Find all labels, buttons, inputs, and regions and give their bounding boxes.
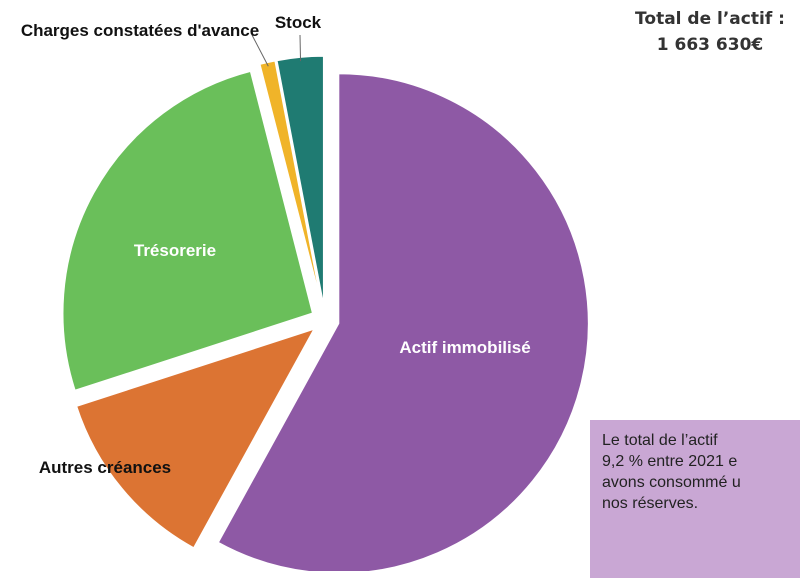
slice-label: Autres créances <box>38 458 172 477</box>
slice-label: Charges constatées d'avance <box>20 21 260 40</box>
leader-line <box>299 34 302 62</box>
annotation-box: Le total de l’actif 9,2 % entre 2021 e avo… <box>590 420 800 578</box>
slice-label: Trésorerie <box>133 241 217 260</box>
pie-slice <box>61 70 314 392</box>
chart-title: Total de l’actif : <box>635 9 785 29</box>
chart-subtitle: 1 663 630€ <box>656 35 764 55</box>
slice-label: Actif immobilisé <box>399 338 531 357</box>
pie-slice <box>217 72 590 571</box>
pie-slice <box>258 59 323 307</box>
annotation-line: avons consommé u <box>602 474 741 491</box>
pie-slice <box>75 327 316 550</box>
annotation-line: 9,2 % entre 2021 e <box>602 453 738 470</box>
annotation-line: Le total de l’actif <box>602 432 718 449</box>
chart-title-block: Total de l’actif : 1 663 630€ <box>610 6 800 58</box>
slice-label: Stock <box>274 13 322 32</box>
annotation-line: nos réserves. <box>602 495 699 512</box>
leader-line <box>251 34 269 67</box>
